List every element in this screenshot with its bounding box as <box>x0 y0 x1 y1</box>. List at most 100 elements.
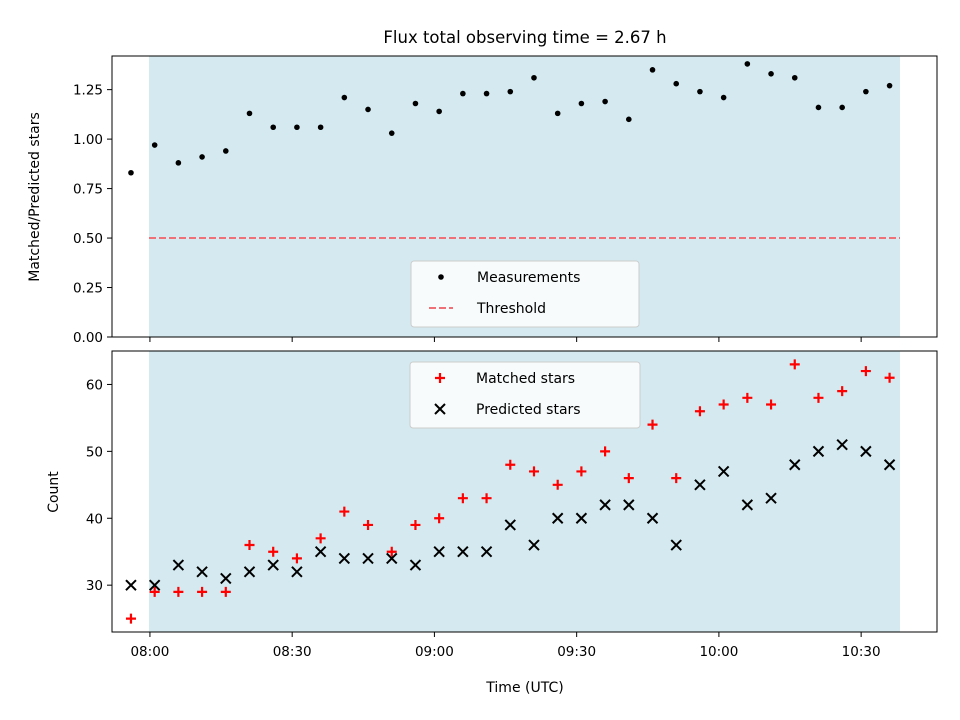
y-tick-label: 50 <box>86 444 103 460</box>
predicted-stars-point <box>812 445 825 458</box>
measurements-point <box>412 100 419 107</box>
predicted-stars-point <box>860 445 872 458</box>
measurements-point <box>151 142 158 148</box>
predicted-stars-point <box>883 459 896 471</box>
measurements-point <box>673 80 680 87</box>
y-tick-label: 0.00 <box>73 330 103 346</box>
measurements-point <box>768 71 774 77</box>
predicted-stars-point <box>433 546 445 558</box>
predicted-stars-point <box>836 438 848 451</box>
predicted-stars-point <box>457 546 469 558</box>
matched-stars-point <box>457 493 468 504</box>
measurements-point <box>246 110 253 117</box>
predicted-stars-point <box>196 566 208 578</box>
matched-stars-point <box>647 419 658 430</box>
predicted-stars-point <box>291 566 303 578</box>
measurements-point <box>436 108 442 115</box>
matched-stars-point <box>623 473 634 484</box>
matched-stars-point <box>291 553 302 564</box>
measurements-point <box>222 148 229 154</box>
legend-label: Matched stars <box>476 371 575 387</box>
y-tick-label: 30 <box>86 578 103 594</box>
predicted-stars-point <box>480 546 493 558</box>
measurements-point <box>720 94 727 101</box>
y-tick-label: 0.75 <box>73 182 103 198</box>
predicted-stars-point <box>504 519 516 531</box>
measurements-point <box>815 104 822 111</box>
predicted-stars-point <box>741 499 754 511</box>
predicted-stars-point <box>623 499 635 511</box>
legend-label: Predicted stars <box>476 402 581 418</box>
matched-stars-point <box>268 546 279 557</box>
matched-stars-point <box>600 446 611 457</box>
legend-box <box>410 260 640 328</box>
predicted-stars-point <box>694 479 706 491</box>
predicted-stars-point <box>789 459 801 471</box>
measurements-point <box>697 88 703 95</box>
y-tick-label: 1.25 <box>73 83 103 99</box>
matched-stars-point <box>220 586 231 597</box>
x-tick-label: 10:00 <box>699 644 738 660</box>
measurements-point <box>578 100 585 107</box>
matched-stars-point <box>884 372 895 383</box>
predicted-stars-point <box>599 499 611 511</box>
predicted-stars-point <box>148 579 161 591</box>
measurements-point <box>365 106 371 113</box>
matched-stars-point <box>363 519 374 530</box>
matched-stars-point <box>481 493 492 504</box>
y-tick-label: 0.25 <box>73 281 103 297</box>
matched-stars-point <box>315 533 326 544</box>
matched-stars-point <box>339 506 350 517</box>
top-panel: 0.00 0.25 0.50 0.75 1.00 1.25 Measurements Thre… <box>73 55 938 346</box>
legend-box <box>409 361 641 429</box>
x-tick-label: 08:30 <box>273 644 312 660</box>
predicted-stars-point <box>338 552 351 565</box>
predicted-stars-point <box>575 512 588 524</box>
matched-stars-point <box>789 359 800 370</box>
matched-stars-point <box>197 586 208 597</box>
y-tick-label: 40 <box>86 511 103 527</box>
y-tick-label: 60 <box>86 377 103 393</box>
predicted-stars-point <box>362 552 374 565</box>
predicted-stars-point <box>765 492 777 504</box>
y-tick-label: 0.50 <box>73 231 103 247</box>
matched-stars-point <box>386 546 397 557</box>
measurements-point <box>839 104 845 111</box>
measurements-point <box>270 124 277 131</box>
measurements-point <box>388 130 395 136</box>
predicted-stars-point <box>409 559 422 571</box>
measurements-point <box>744 61 751 67</box>
matched-stars-point <box>505 459 516 470</box>
x-tick-label: 09:00 <box>415 644 454 660</box>
matched-stars-point <box>766 399 777 410</box>
axes-frame <box>111 55 938 338</box>
matched-stars-point <box>718 399 729 410</box>
measurements-point <box>199 154 205 160</box>
measurements-point <box>602 98 608 105</box>
matched-stars-point <box>552 479 563 490</box>
axes-frame <box>111 350 938 633</box>
matched-stars-point <box>149 586 160 597</box>
matched-stars-point <box>434 513 445 524</box>
matched-stars-point <box>576 466 587 477</box>
matched-stars-point <box>125 613 136 624</box>
measurements-point <box>649 67 656 73</box>
matched-stars-point <box>860 366 871 377</box>
measurements-point <box>626 116 632 123</box>
measurements-point <box>317 124 324 131</box>
x-tick-label: 10:30 <box>842 644 881 660</box>
bottom-ylabel: Count <box>46 471 62 513</box>
measurements-point <box>531 74 537 81</box>
measurements-point <box>294 124 300 131</box>
matched-stars-point <box>742 392 753 403</box>
predicted-stars-point <box>646 512 659 524</box>
x-tick-label: 09:30 <box>557 644 596 660</box>
predicted-stars-point <box>125 579 137 591</box>
measurements-point <box>460 90 466 97</box>
legend-label: Measurements <box>477 270 580 286</box>
measurements-point <box>341 94 348 101</box>
top-ylabel: Matched/Predicted stars <box>27 112 43 282</box>
matched-stars-point <box>173 586 184 597</box>
legend-marker <box>438 274 444 280</box>
